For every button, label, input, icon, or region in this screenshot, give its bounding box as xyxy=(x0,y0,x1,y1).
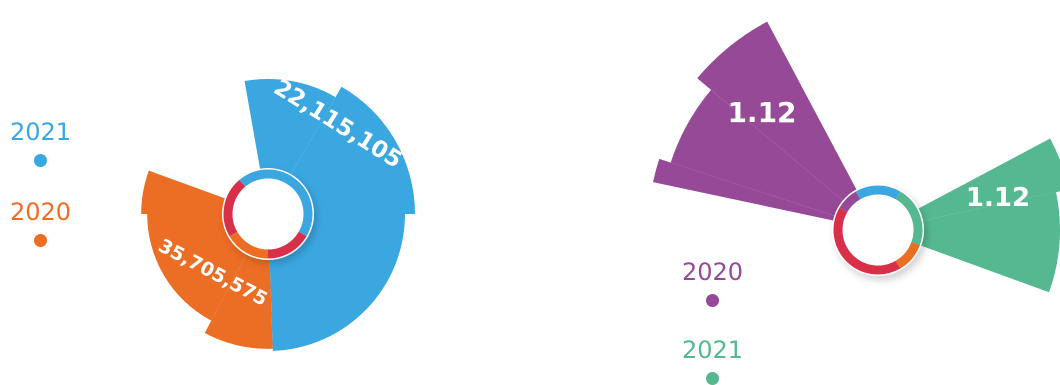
hub-ring-2020 xyxy=(229,231,269,259)
legend-item-2020-left: 2020 xyxy=(10,198,71,247)
legend-label: 2021 xyxy=(682,336,744,364)
bar-2021-seg-a xyxy=(244,79,336,176)
hub xyxy=(832,184,924,276)
bar-2020-seg-c xyxy=(653,158,837,221)
bar-2020-seg-b xyxy=(147,214,248,321)
right-radial-chart: 1.12 1.12 xyxy=(653,21,1060,293)
hub-ring-blue xyxy=(855,185,901,200)
legend-item-2021-left: 2021 xyxy=(10,118,71,167)
legend-item-2020-right: 2020 xyxy=(682,258,743,307)
hub xyxy=(222,168,314,260)
bar-2020-seg-b xyxy=(670,89,845,217)
hub-ring-2021 xyxy=(895,191,923,246)
bar-2021-seg-b xyxy=(290,86,415,214)
data-label-2020: 1.12 xyxy=(727,96,796,129)
legend-dot xyxy=(34,154,48,167)
legend-dot xyxy=(34,234,48,247)
legend-label: 2021 xyxy=(10,118,72,146)
legend-dot xyxy=(706,294,720,307)
hub-ring-2021 xyxy=(239,169,313,237)
bar-2020-seg-a xyxy=(697,21,858,202)
hub-ring-orange xyxy=(895,241,920,269)
bar-2021-seg-c xyxy=(269,214,405,351)
bar-2020-seg-a xyxy=(204,252,273,349)
hub-ring-2020 xyxy=(839,191,861,213)
hub-ring-accent-2 xyxy=(223,179,246,237)
bar-2020-seg-c xyxy=(141,170,227,214)
bar-2021-seg-b xyxy=(919,192,1060,293)
data-label-2021: 1.12 xyxy=(966,183,1030,213)
hub-ring-accent xyxy=(267,231,307,259)
bar-2021-seg-a xyxy=(916,138,1060,221)
hub-ring-accent xyxy=(833,207,901,275)
legend-label: 2020 xyxy=(682,258,744,286)
legend-label: 2020 xyxy=(10,198,72,226)
